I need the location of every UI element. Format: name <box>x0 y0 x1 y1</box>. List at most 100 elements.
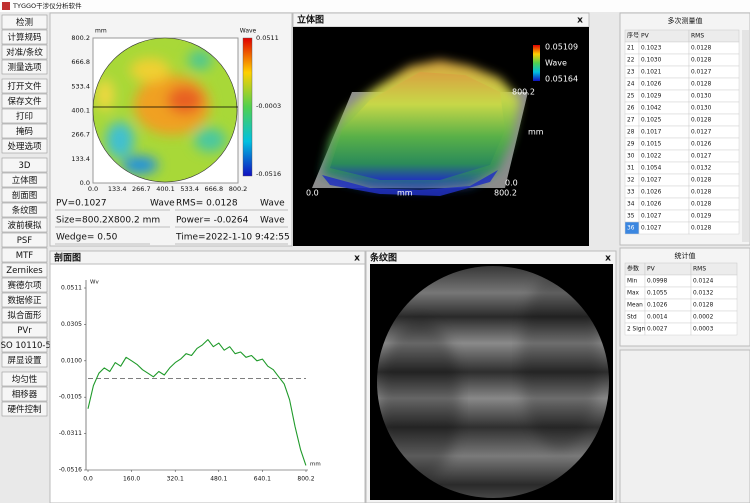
profile-line <box>87 339 307 466</box>
sidebar-button[interactable]: PVr <box>1 322 48 338</box>
button-label[interactable]: 均匀性 <box>12 374 38 385</box>
button-label[interactable]: 保存文件 <box>7 96 42 107</box>
button-label[interactable]: 3D <box>19 161 31 171</box>
button-face[interactable] <box>1 29 48 45</box>
x-axis-label: mm <box>310 462 321 468</box>
button-face[interactable] <box>1 322 48 338</box>
sidebar-button[interactable]: 保存文件 <box>1 93 48 109</box>
button-face[interactable] <box>1 123 48 139</box>
surface-colorbar <box>533 45 540 81</box>
sidebar-button[interactable]: 硬件控制 <box>1 401 48 417</box>
sidebar-button[interactable]: 打印 <box>1 108 48 124</box>
x-tick-label: 160.0 <box>123 476 140 483</box>
empty-panel <box>619 349 750 503</box>
button-face[interactable] <box>1 59 48 75</box>
button-label[interactable]: 测量选项 <box>7 62 42 73</box>
table-cell[interactable] <box>688 221 740 235</box>
button-label[interactable]: 掩码 <box>16 126 33 137</box>
map-x-tick-label: 800.2 <box>229 185 248 193</box>
button-label[interactable]: 打开文件 <box>7 81 42 92</box>
button-label[interactable]: 拟合面形 <box>7 310 42 321</box>
map-y-tick-label: 133.4 <box>71 155 90 163</box>
button-label[interactable]: 计算规码 <box>7 32 41 43</box>
button-face[interactable] <box>1 78 48 94</box>
button-face[interactable] <box>1 277 48 293</box>
button-label[interactable]: 处理选项 <box>7 141 42 152</box>
sidebar-button[interactable]: 剖面图 <box>1 187 48 203</box>
sidebar-button[interactable]: 拟合面形 <box>1 307 48 323</box>
close-button[interactable]: x <box>577 16 583 26</box>
pv-unit: Wave <box>150 199 175 209</box>
close-button[interactable]: x <box>605 254 611 264</box>
sidebar-button[interactable]: 条纹图 <box>1 202 48 218</box>
sidebar-button[interactable]: 立体图 <box>1 172 48 188</box>
button-face[interactable] <box>1 138 48 154</box>
button-face[interactable] <box>1 157 48 173</box>
fringe-title: 条纹图 <box>369 252 397 264</box>
button-face[interactable] <box>1 352 48 368</box>
button-label[interactable]: 立体图 <box>12 175 38 186</box>
button-label[interactable]: 剖面图 <box>12 190 38 201</box>
y-tick-label: -0.0105 <box>59 394 82 401</box>
close-button[interactable]: x <box>354 254 360 264</box>
button-face[interactable] <box>1 307 48 323</box>
button-face[interactable] <box>1 44 48 60</box>
sidebar-button[interactable]: ISO 10110-5 <box>0 337 51 353</box>
button-face[interactable] <box>1 14 48 30</box>
button-label[interactable]: 条纹图 <box>12 205 38 216</box>
button-face[interactable] <box>1 93 48 109</box>
button-label[interactable]: 赛德尔项 <box>7 280 42 291</box>
button-face[interactable] <box>1 247 48 263</box>
button-face[interactable] <box>1 386 48 402</box>
cell-text: 0.0127 <box>691 130 712 136</box>
button-face[interactable] <box>1 292 48 308</box>
button-face[interactable] <box>1 232 48 248</box>
button-face[interactable] <box>1 401 48 417</box>
scrollbar[interactable] <box>742 30 749 242</box>
button-label[interactable]: MTF <box>16 251 34 261</box>
sidebar-button[interactable]: 均匀性 <box>1 371 48 387</box>
sidebar-button[interactable]: 处理选项 <box>1 138 48 154</box>
button-label[interactable]: 对准/条纹 <box>6 47 43 58</box>
button-face[interactable] <box>1 262 48 278</box>
button-label[interactable]: 打印 <box>16 111 33 122</box>
sidebar-button[interactable]: 计算规码 <box>1 29 48 45</box>
button-label[interactable]: PSF <box>17 236 33 246</box>
sidebar-button[interactable]: 波前模拟 <box>1 217 48 233</box>
button-face[interactable] <box>1 187 48 203</box>
sidebar-button[interactable]: 屏显设置 <box>1 352 48 368</box>
button-label[interactable]: 屏显设置 <box>7 355 42 366</box>
button-face[interactable] <box>1 337 48 353</box>
sidebar-button[interactable]: 检测 <box>1 14 48 30</box>
sidebar-button[interactable]: 掩码 <box>1 123 48 139</box>
sidebar-button[interactable]: 赛德尔项 <box>1 277 48 293</box>
cell-text: 0.1027 <box>641 226 662 232</box>
button-label[interactable]: Zernikes <box>6 266 43 276</box>
sidebar-button[interactable]: 相移器 <box>1 386 48 402</box>
button-label[interactable]: 相移器 <box>12 389 38 400</box>
sidebar-button[interactable]: 打开文件 <box>1 78 48 94</box>
surface-mesh <box>330 72 505 180</box>
button-label[interactable]: ISO 10110-5 <box>0 341 51 351</box>
button-label[interactable]: PVr <box>17 326 32 336</box>
button-label[interactable]: 硬件控制 <box>7 404 41 415</box>
sidebar-button[interactable]: 测量选项 <box>1 59 48 75</box>
x-tick-label: 640.1 <box>254 476 271 483</box>
button-label[interactable]: 数据修正 <box>7 295 42 306</box>
cell-text: 0.0130 <box>691 94 712 100</box>
sidebar-button[interactable]: 3D <box>1 157 48 173</box>
button-label[interactable]: 波前模拟 <box>7 220 42 231</box>
button-face[interactable] <box>1 172 48 188</box>
button-face[interactable] <box>1 217 48 233</box>
sidebar-button[interactable]: PSF <box>1 232 48 248</box>
sidebar-button[interactable]: 数据修正 <box>1 292 48 308</box>
button-face[interactable] <box>1 108 48 124</box>
sidebar-button[interactable]: MTF <box>1 247 48 263</box>
sidebar-button[interactable]: 对准/条纹 <box>1 44 48 60</box>
button-label[interactable]: 检测 <box>16 17 33 28</box>
button-face[interactable] <box>1 202 48 218</box>
button-face[interactable] <box>1 371 48 387</box>
table-cell[interactable] <box>690 322 738 336</box>
sidebar-button[interactable]: Zernikes <box>1 262 48 278</box>
